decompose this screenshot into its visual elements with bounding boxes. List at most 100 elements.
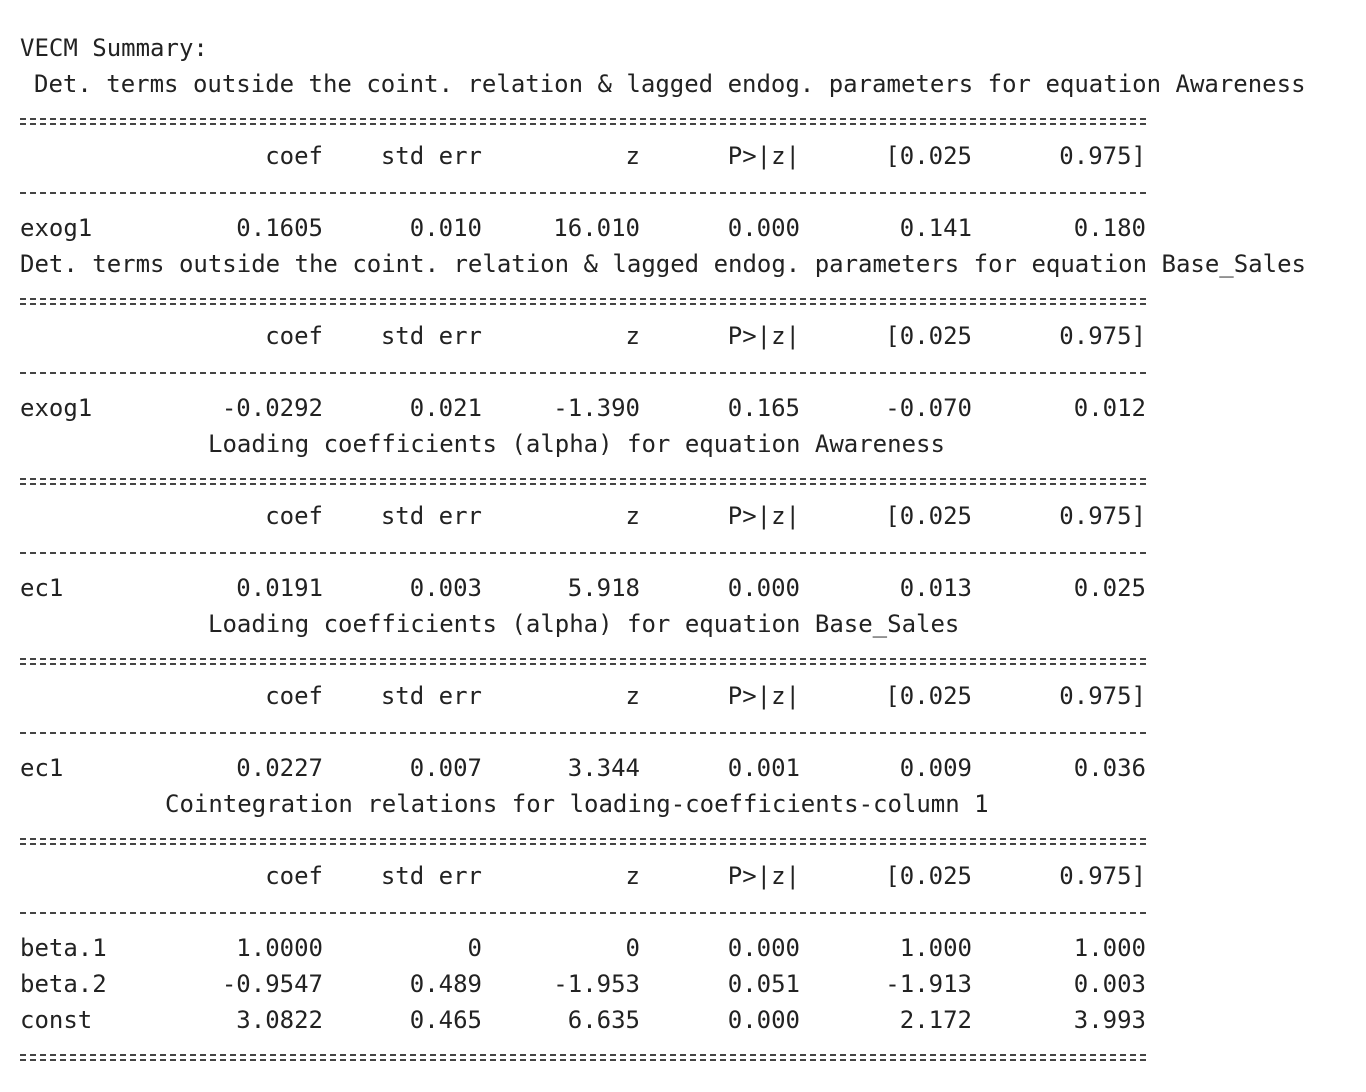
single-rule bbox=[20, 534, 1146, 570]
cell-col-ci-lower: 0.013 bbox=[899, 574, 972, 602]
coefficient-section: Det. terms outside the coint. relation &… bbox=[20, 66, 1306, 246]
cell-col-coef: 1.0000 bbox=[236, 934, 323, 962]
header-col-ci-upper: 0.975] bbox=[1059, 682, 1146, 710]
double-rule bbox=[20, 102, 1146, 138]
table-row: exog1 0.1605 0.010 16.010 0.000 0.141 0.180 bbox=[20, 210, 1146, 246]
header-col-p-value: P>|z| bbox=[727, 682, 800, 710]
table-header: coef std err z P>|z| [0.025 0.975] bbox=[20, 498, 1146, 534]
header-col-coef: coef bbox=[265, 142, 323, 170]
cell-col-z: -1.390 bbox=[553, 394, 640, 422]
row-label: exog1 bbox=[20, 214, 93, 242]
cell-col-std-err: 0.465 bbox=[409, 1006, 482, 1034]
cell-col-std-err: 0.007 bbox=[409, 754, 482, 782]
row-label: beta.1 bbox=[20, 934, 107, 962]
table-header: coef std err z P>|z| [0.025 0.975] bbox=[20, 678, 1146, 714]
cell-col-coef: 3.0822 bbox=[236, 1006, 323, 1034]
cell-col-p-value: 0.001 bbox=[727, 754, 800, 782]
cell-col-ci-lower: -0.070 bbox=[885, 394, 972, 422]
row-label: ec1 bbox=[20, 754, 64, 782]
cell-col-ci-lower: 1.000 bbox=[899, 934, 972, 962]
header-col-p-value: P>|z| bbox=[727, 862, 800, 890]
section-title: Det. terms outside the coint. relation &… bbox=[20, 250, 1306, 278]
table-row: exog1 -0.0292 0.021 -1.390 0.165 -0.070 0.012 bbox=[20, 390, 1146, 426]
cell-col-ci-lower: 0.141 bbox=[899, 214, 972, 242]
cell-col-coef: -0.9547 bbox=[221, 970, 323, 998]
cell-col-ci-upper: 1.000 bbox=[1073, 934, 1146, 962]
cell-col-p-value: 0.000 bbox=[727, 574, 800, 602]
header-col-ci-lower: [0.025 bbox=[885, 142, 972, 170]
table-header: coef std err z P>|z| [0.025 0.975] bbox=[20, 138, 1146, 174]
header-col-std-err: std err bbox=[380, 502, 482, 530]
cell-col-std-err: 0.003 bbox=[409, 574, 482, 602]
summary-title: VECM Summary: bbox=[20, 34, 208, 62]
cell-col-std-err: 0.489 bbox=[409, 970, 482, 998]
cell-col-ci-upper: 0.180 bbox=[1073, 214, 1146, 242]
section-title: Cointegration relations for loading-coef… bbox=[165, 790, 989, 818]
cell-col-coef: 0.0227 bbox=[236, 754, 323, 782]
cell-col-std-err: 0.010 bbox=[409, 214, 482, 242]
cell-col-z: 3.344 bbox=[567, 754, 640, 782]
double-rule bbox=[20, 642, 1146, 678]
header-col-ci-upper: 0.975] bbox=[1059, 142, 1146, 170]
single-rule bbox=[20, 714, 1146, 750]
cell-col-ci-upper: 0.012 bbox=[1073, 394, 1146, 422]
table-row: ec1 0.0227 0.007 3.344 0.001 0.009 0.036 bbox=[20, 750, 1146, 786]
header-col-std-err: std err bbox=[380, 142, 482, 170]
cell-col-ci-upper: 0.036 bbox=[1073, 754, 1146, 782]
header-col-ci-upper: 0.975] bbox=[1059, 862, 1146, 890]
header-col-coef: coef bbox=[265, 682, 323, 710]
coefficient-section: Det. terms outside the coint. relation &… bbox=[20, 246, 1306, 426]
table-header: coef std err z P>|z| [0.025 0.975] bbox=[20, 318, 1146, 354]
header-col-p-value: P>|z| bbox=[727, 322, 800, 350]
table-row: beta.1 1.0000 0 0 0.000 1.000 1.000 bbox=[20, 930, 1146, 966]
cell-col-ci-lower: 2.172 bbox=[899, 1006, 972, 1034]
section-title: Loading coefficients (alpha) for equatio… bbox=[208, 610, 960, 638]
sections-container: Det. terms outside the coint. relation &… bbox=[20, 66, 1306, 1074]
double-rule bbox=[20, 822, 1146, 858]
row-label: beta.2 bbox=[20, 970, 107, 998]
cell-col-z: 6.635 bbox=[567, 1006, 640, 1034]
header-col-ci-lower: [0.025 bbox=[885, 322, 972, 350]
header-col-ci-lower: [0.025 bbox=[885, 682, 972, 710]
single-rule bbox=[20, 894, 1146, 930]
header-col-z: z bbox=[625, 682, 640, 710]
cell-col-p-value: 0.051 bbox=[727, 970, 800, 998]
header-col-ci-lower: [0.025 bbox=[885, 862, 972, 890]
cell-col-p-value: 0.165 bbox=[727, 394, 800, 422]
header-col-ci-upper: 0.975] bbox=[1059, 322, 1146, 350]
cell-col-z: -1.953 bbox=[553, 970, 640, 998]
cell-col-p-value: 0.000 bbox=[727, 214, 800, 242]
cell-col-z: 16.010 bbox=[553, 214, 640, 242]
closing-double-rule bbox=[20, 1038, 1146, 1074]
double-rule bbox=[20, 462, 1146, 498]
header-col-ci-upper: 0.975] bbox=[1059, 502, 1146, 530]
header-col-z: z bbox=[625, 142, 640, 170]
cell-col-coef: 0.0191 bbox=[236, 574, 323, 602]
section-title: Det. terms outside the coint. relation &… bbox=[34, 70, 1306, 98]
double-rule bbox=[20, 282, 1146, 318]
cell-col-coef: -0.0292 bbox=[221, 394, 323, 422]
cell-col-p-value: 0.000 bbox=[727, 934, 800, 962]
cell-col-p-value: 0.000 bbox=[727, 1006, 800, 1034]
section-title: Loading coefficients (alpha) for equatio… bbox=[208, 430, 945, 458]
cell-col-ci-lower: -1.913 bbox=[885, 970, 972, 998]
header-col-z: z bbox=[625, 502, 640, 530]
header-col-std-err: std err bbox=[380, 682, 482, 710]
cell-col-z: 0 bbox=[625, 934, 640, 962]
row-label: const bbox=[20, 1006, 93, 1034]
header-col-p-value: P>|z| bbox=[727, 502, 800, 530]
header-col-ci-lower: [0.025 bbox=[885, 502, 972, 530]
header-col-z: z bbox=[625, 322, 640, 350]
coefficient-section: Loading coefficients (alpha) for equatio… bbox=[20, 606, 1306, 786]
table-header: coef std err z P>|z| [0.025 0.975] bbox=[20, 858, 1146, 894]
table-row: const 3.0822 0.465 6.635 0.000 2.172 3.993 bbox=[20, 1002, 1146, 1038]
coefficient-section: Cointegration relations for loading-coef… bbox=[20, 786, 1306, 1038]
cell-col-ci-lower: 0.009 bbox=[899, 754, 972, 782]
header-col-coef: coef bbox=[265, 862, 323, 890]
header-col-p-value: P>|z| bbox=[727, 142, 800, 170]
cell-col-ci-upper: 3.993 bbox=[1073, 1006, 1146, 1034]
table-row: beta.2 -0.9547 0.489 -1.953 0.051 -1.913 0.003 bbox=[20, 966, 1146, 1002]
single-rule bbox=[20, 174, 1146, 210]
row-label: ec1 bbox=[20, 574, 64, 602]
header-col-z: z bbox=[625, 862, 640, 890]
